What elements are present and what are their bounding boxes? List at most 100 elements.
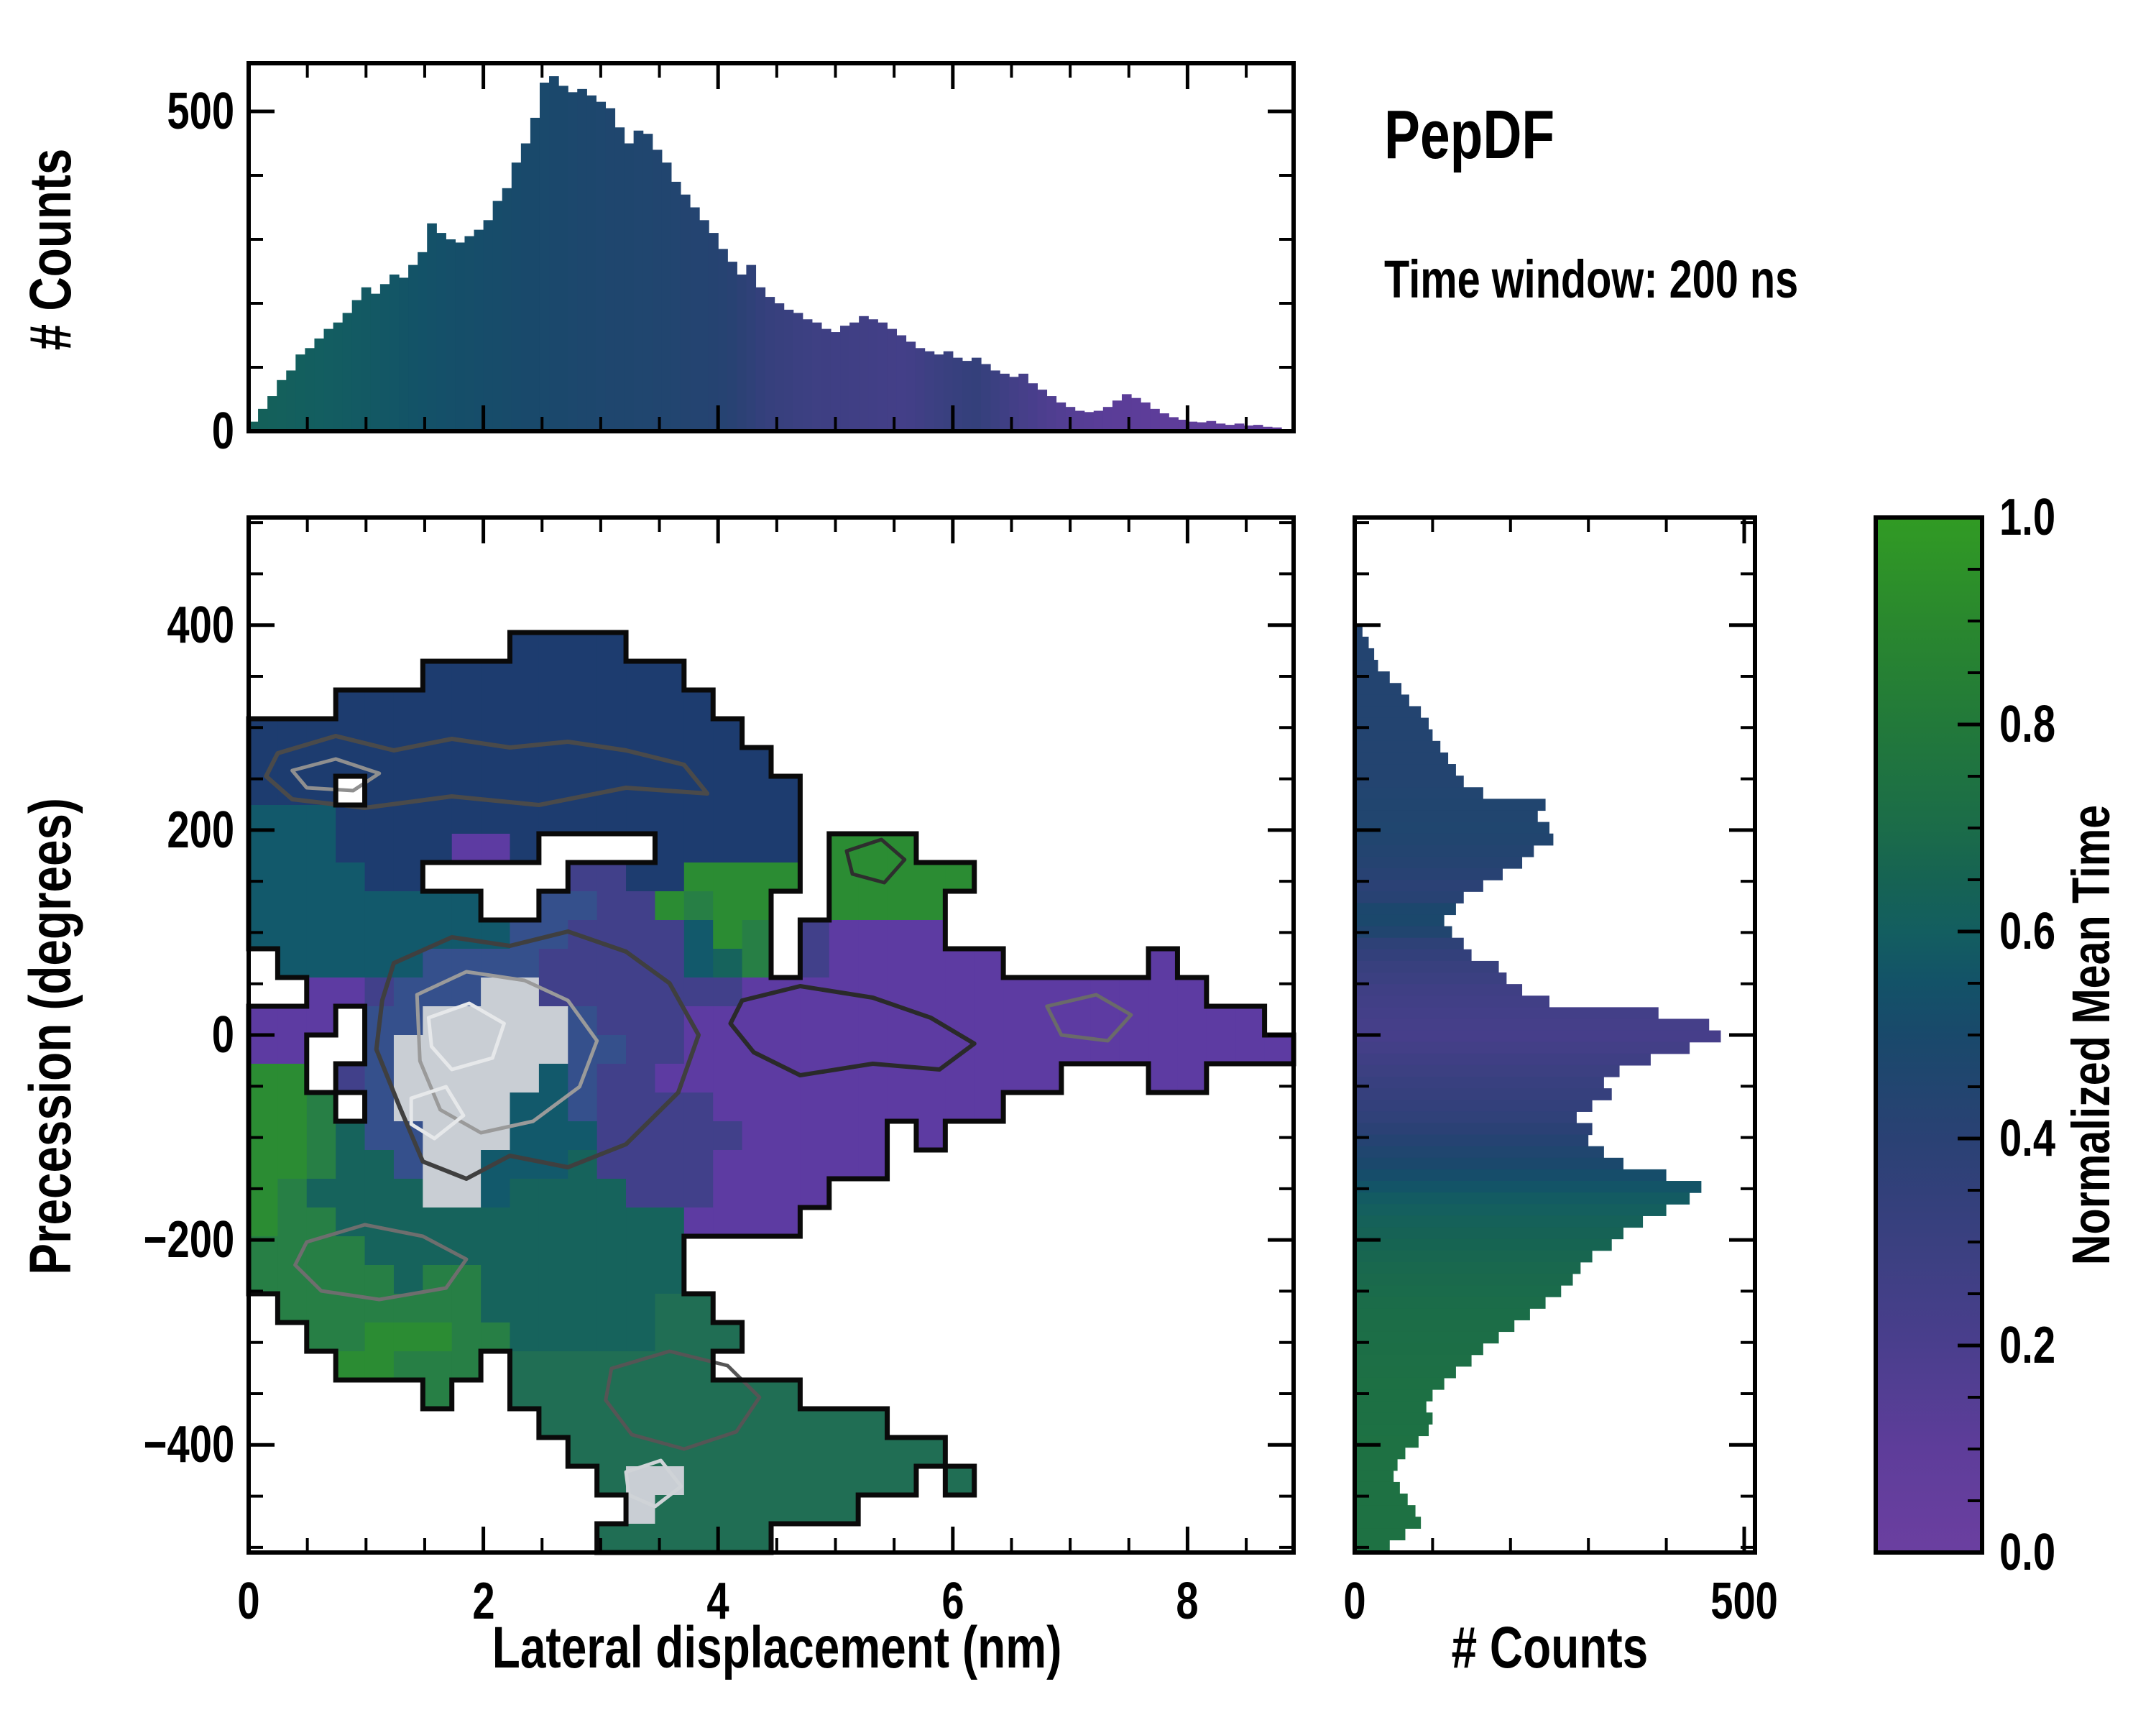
heatmap-cell (887, 862, 917, 892)
heatmap-cell (713, 1179, 743, 1208)
heatmap-cell (568, 1294, 598, 1323)
top-hist-bar (821, 328, 831, 431)
right-hist-bar (1355, 1169, 1667, 1182)
heatmap-cell (713, 1064, 743, 1093)
heatmap-cell (626, 1208, 656, 1237)
heatmap-cell (538, 1179, 568, 1208)
heatmap-cell (336, 1322, 366, 1352)
heatmap-cell (393, 1322, 424, 1352)
heatmap-cell (771, 1466, 801, 1496)
tick-label-text: 0.6 (1999, 903, 2056, 960)
heatmap-cell (655, 690, 685, 719)
heatmap-cell (713, 862, 743, 892)
heatmap-cell (800, 1409, 830, 1438)
top-hist-bar (436, 233, 446, 431)
heatmap-cell (916, 1121, 946, 1151)
top-hist-bar (455, 242, 466, 431)
heatmap-cell (568, 776, 598, 806)
heatmap-cell (858, 1438, 888, 1467)
heatmap-cell (771, 1495, 801, 1524)
heatmap-cell (596, 1294, 627, 1323)
heatmap-cell (829, 1409, 859, 1438)
top-hist-bar (868, 319, 878, 431)
tick-label-text: 400 (167, 596, 234, 654)
heatmap-cell (538, 690, 568, 719)
heatmap-cell (510, 949, 540, 978)
heatmap-cell (510, 1380, 540, 1409)
tick-label-text: 0.2 (1999, 1317, 2056, 1374)
heatmap-cell (481, 1179, 511, 1208)
right-hist-bar (1355, 856, 1523, 869)
top-hist-bar (709, 233, 719, 431)
heatmap-cell (626, 1179, 656, 1208)
heatmap-cell (916, 891, 946, 921)
tick-label-text: 0 (211, 402, 234, 460)
heatmap-cell (568, 805, 598, 834)
top-hist-bar (577, 88, 587, 431)
right-hist-bar (1355, 1505, 1416, 1517)
heatmap-cell (800, 1466, 830, 1496)
heatmap-cell (596, 1208, 627, 1237)
heatmap-cell (742, 805, 772, 834)
heatmap-cell (771, 862, 801, 892)
right-hist-bar (1355, 1389, 1433, 1402)
heatmap-cell (945, 949, 975, 978)
heatmap-cell (336, 1121, 366, 1151)
figure-title-text: PepDF (1384, 96, 1555, 173)
top-hist-bar (605, 108, 616, 432)
heatmap-contour (409, 1085, 466, 1141)
right-hist-bar (1355, 1540, 1390, 1552)
heatmap-cell (683, 1495, 714, 1524)
heatmap-cell (538, 1208, 568, 1237)
heatmap-cell (277, 834, 308, 863)
heatmap-cell (423, 834, 453, 863)
heatmap-cell (771, 1006, 801, 1036)
right-hist-bar (1355, 1077, 1604, 1089)
heatmap-cell (249, 1179, 279, 1208)
heatmap-cell (771, 1150, 801, 1179)
heatmap-cell (510, 1179, 540, 1208)
heatmap-cell (538, 1265, 568, 1294)
heatmap-cell (683, 949, 714, 978)
heatmap-cell (655, 1208, 685, 1237)
heatmap-cell (626, 661, 656, 691)
heatmap-cell (510, 834, 540, 863)
heatmap-cell (1177, 1035, 1207, 1064)
top-hist-bar (502, 188, 512, 431)
colorbar-label: Normalized Mean Time (2061, 776, 2125, 1294)
heatmap-cell (336, 1064, 366, 1093)
heatmap-cell (771, 805, 801, 834)
heatmap-cell (742, 920, 772, 949)
heatmap-contour (624, 1458, 683, 1509)
tick-label-text: 500 (167, 83, 234, 140)
heatmap-cell (596, 1092, 627, 1122)
heatmap-cell (596, 1064, 627, 1093)
right-hist-bar (1355, 660, 1378, 672)
top-hist-bar (887, 328, 898, 431)
heatmap-cell (1177, 1064, 1207, 1093)
right-hist-bar (1355, 960, 1499, 973)
heatmap-cell (626, 1380, 656, 1409)
heatmap-cell (771, 776, 801, 806)
heatmap-cell (742, 1092, 772, 1122)
heatmap-cell (510, 748, 540, 777)
right-hist-bar (1355, 1412, 1433, 1425)
heatmap-cell (829, 1006, 859, 1036)
right-hist-bar (1355, 1343, 1483, 1356)
right-hist-bar (1355, 1261, 1581, 1274)
top-hist-bar (520, 143, 531, 431)
heatmap-cell (481, 805, 511, 834)
right-hist-bar (1355, 764, 1456, 776)
heatmap-cell (393, 891, 424, 921)
heatmap-cell (538, 748, 568, 777)
heatmap-cell (713, 748, 743, 777)
right-hist-xlabel-text: # Counts (1451, 1615, 1648, 1680)
tick-label-text: 0 (211, 1006, 234, 1064)
heatmap-cell (655, 719, 685, 748)
right-hist-bar (1355, 752, 1449, 765)
heatmap-cell (655, 834, 685, 863)
right-hist-bar (1355, 740, 1441, 753)
heatmap-cell (771, 1380, 801, 1409)
right-hist-bar (1355, 1458, 1398, 1471)
heatmap-cell (596, 1466, 627, 1496)
